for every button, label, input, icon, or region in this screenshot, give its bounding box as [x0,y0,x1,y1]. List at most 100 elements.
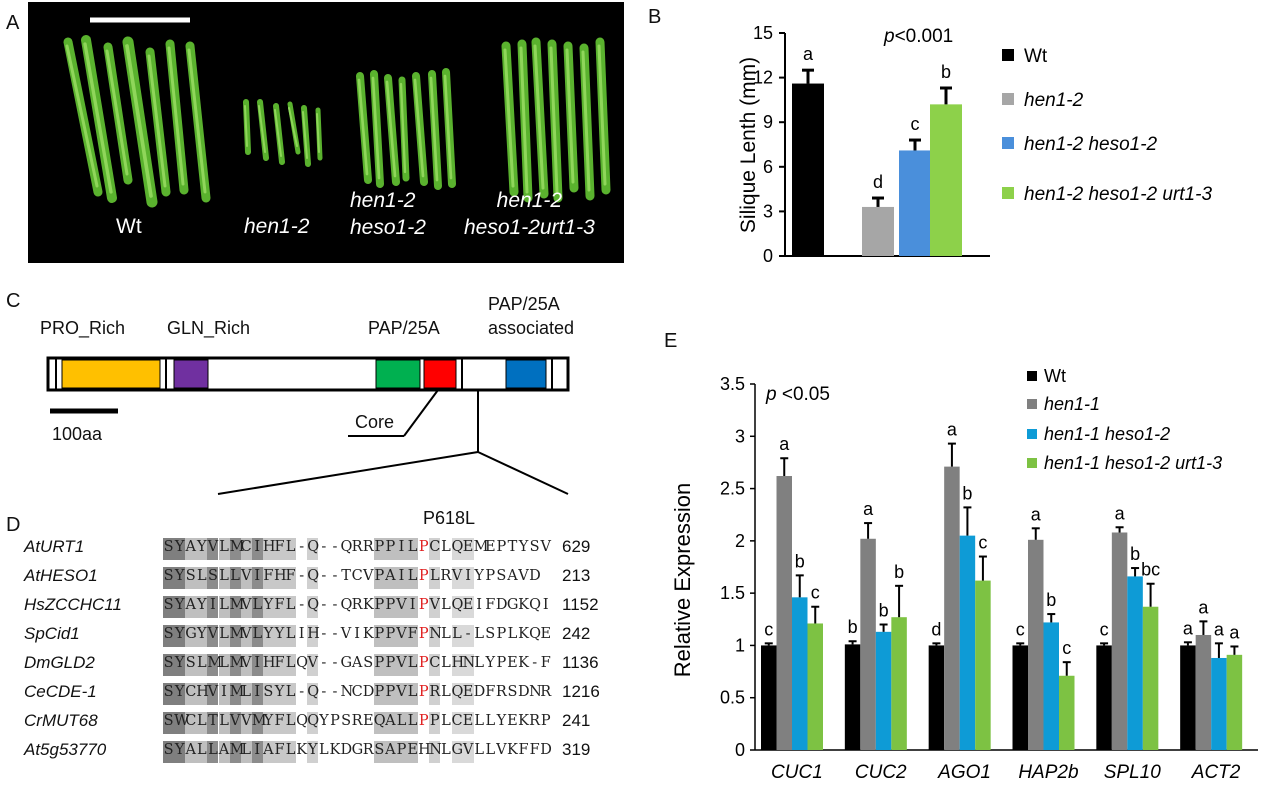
x-tick-label: CUC1 [771,762,823,783]
conservation-shade [229,538,241,560]
y-tick-label: 3.5 [720,374,745,394]
sequence-name: At5g53770 [24,740,107,759]
legend-swatch [1027,429,1037,439]
legend-label: Wt [1024,46,1048,67]
panel-d-letter: D [6,514,21,536]
sequence-name: AtHESO1 [24,566,98,585]
silique-highlight [443,74,453,180]
conservation-shade [229,596,241,618]
significance-letter: a [1031,504,1042,524]
conservation-shade [307,654,319,676]
y-tick-label: 2 [735,531,745,551]
conservation-shade [373,654,419,676]
silique-photo-drawing [63,17,611,208]
bar [930,104,962,256]
conservation-shade [240,654,252,676]
conservation-shade [307,625,319,647]
panel-a-letter: A [6,12,20,34]
bar [1012,645,1028,750]
relative-expression-chart: 0 0.5 1 1.5 2 2.5 3 3.5 Relative Expression CUC1 c… [670,366,1258,783]
bar [860,538,876,750]
conservation-shade [185,654,208,676]
conservation-shade [207,567,219,589]
conservation-shade [163,538,186,560]
gln-rich-label: GLN_Rich [167,318,251,338]
gln-rich-domain [173,359,209,389]
pap-assoc-domain [505,359,547,389]
silique-highlight [429,76,439,182]
conservation-shade [262,625,297,647]
conservation-shade [373,741,419,763]
conservation-shade [207,596,219,618]
conservation-shade [251,712,263,734]
significance-letter: b [879,601,889,621]
p-value: p <0.05 [765,384,830,405]
conservation-shade [229,712,241,734]
conservation-shade [451,538,474,560]
silique-highlight [519,46,529,194]
legend-label: hen1-1 heso1-2 [1044,424,1170,444]
conservation-shade [429,654,441,676]
conservation-shade [429,712,441,734]
core-label: Core [355,412,395,432]
conservation-shade [163,683,186,705]
silique-highlight [413,78,425,178]
conservation-shade [262,683,297,705]
conservation-shade [429,538,441,560]
significance-letter: a [1229,622,1240,642]
bar [875,631,892,750]
conservation-shade [218,538,230,560]
sequence-name: SpCid1 [24,624,80,643]
conservation-shade [207,712,219,734]
bar [776,476,792,750]
sequence-end-position: 213 [562,566,591,585]
significance-letter: a [1214,619,1225,639]
y-tick-label: 0 [763,246,773,266]
conservation-shade [429,625,441,647]
bar [844,644,861,750]
conservation-shade [240,683,252,705]
y-tick-label: 9 [763,112,773,132]
significance-letter: a [863,499,874,519]
conservation-shade [262,712,297,734]
conservation-shade [262,567,297,589]
conservation-shade [429,596,441,618]
conservation-shade [251,741,263,763]
conservation-shade [229,741,241,763]
significance-letter: b [1046,590,1056,610]
silique-highlight [503,48,515,188]
silique-highlight [565,48,575,184]
conservation-shade [218,683,230,705]
sequence-end-position: 629 [562,537,591,556]
conservation-shade [373,712,419,734]
silique-highlight [147,54,167,188]
bar [1142,606,1159,750]
significance-letter: b [962,483,972,503]
conservation-shade [218,567,230,589]
bar [1226,654,1243,750]
bar [1211,657,1227,750]
y-tick-label: 3 [763,201,773,221]
conservation-shade [451,596,474,618]
x-tick-label: SPL10 [1104,762,1161,783]
conservation-shade [218,741,230,763]
conservation-shade [163,654,186,676]
panel-e-letter: E [664,330,678,352]
bar [959,535,976,750]
significance-letter: b [941,62,951,82]
legend-label: Wt [1044,366,1066,386]
conservation-shade [207,683,219,705]
conservation-shade [373,625,419,647]
x-tick-label: CUC2 [855,762,907,783]
conservation-shade [240,567,252,589]
scale-label-100aa: 100aa [52,424,103,444]
zoom-line-left [217,451,479,495]
protein-domain-diagram [46,356,570,495]
legend-label: hen1-2 heso1-2 [1024,134,1158,155]
y-tick-label: 1.5 [720,583,745,603]
sequence-end-position: 319 [562,740,591,759]
